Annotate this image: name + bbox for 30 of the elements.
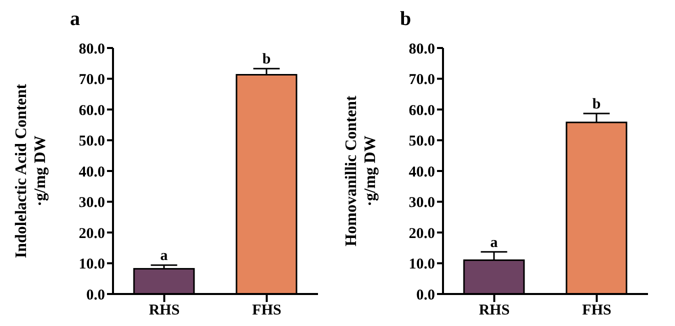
annotation: a xyxy=(490,234,498,251)
annotation: b xyxy=(592,96,601,112)
x-tick-label: RHS xyxy=(148,302,180,319)
y-tick-label: 80.0 xyxy=(78,41,105,58)
y-tick-label: 0.0 xyxy=(416,287,435,304)
y-tick-label: 10.0 xyxy=(408,256,435,273)
y-tick-label: 50.0 xyxy=(78,134,105,150)
y-tick-label: 60.0 xyxy=(78,102,105,119)
annotation: b xyxy=(262,52,271,68)
y-tick-label: 30.0 xyxy=(78,195,105,212)
y-tick-label: 80.0 xyxy=(408,41,435,58)
y-tick-label: 10.0 xyxy=(78,256,105,273)
x-tick-label: FHS xyxy=(582,302,612,319)
chart-title: a xyxy=(70,8,80,31)
chart-title: b xyxy=(400,8,412,31)
y-tick-label: 70.0 xyxy=(408,72,435,88)
y-tick-label: 40.0 xyxy=(78,164,105,180)
y-tick-label: 30.0 xyxy=(408,195,435,212)
y-tick-label: 0.0 xyxy=(86,287,105,304)
y-tick-label: 40.0 xyxy=(408,164,435,180)
y-tick-label: 60.0 xyxy=(408,102,435,119)
x-tick-label: FHS xyxy=(252,302,282,319)
annotation: a xyxy=(160,248,168,264)
y-tick-label: 20.0 xyxy=(78,226,105,242)
y-tick-label: 70.0 xyxy=(78,72,105,88)
y-tick-label: 50.0 xyxy=(408,134,435,150)
y-tick-label: 20.0 xyxy=(408,226,435,242)
y-axis-title: Indolelactic Acid Content ·g/mg DW xyxy=(13,83,49,258)
y-axis-title: Homovanillic Content ·g/mg DW xyxy=(343,95,379,246)
x-tick-label: RHS xyxy=(478,302,510,319)
